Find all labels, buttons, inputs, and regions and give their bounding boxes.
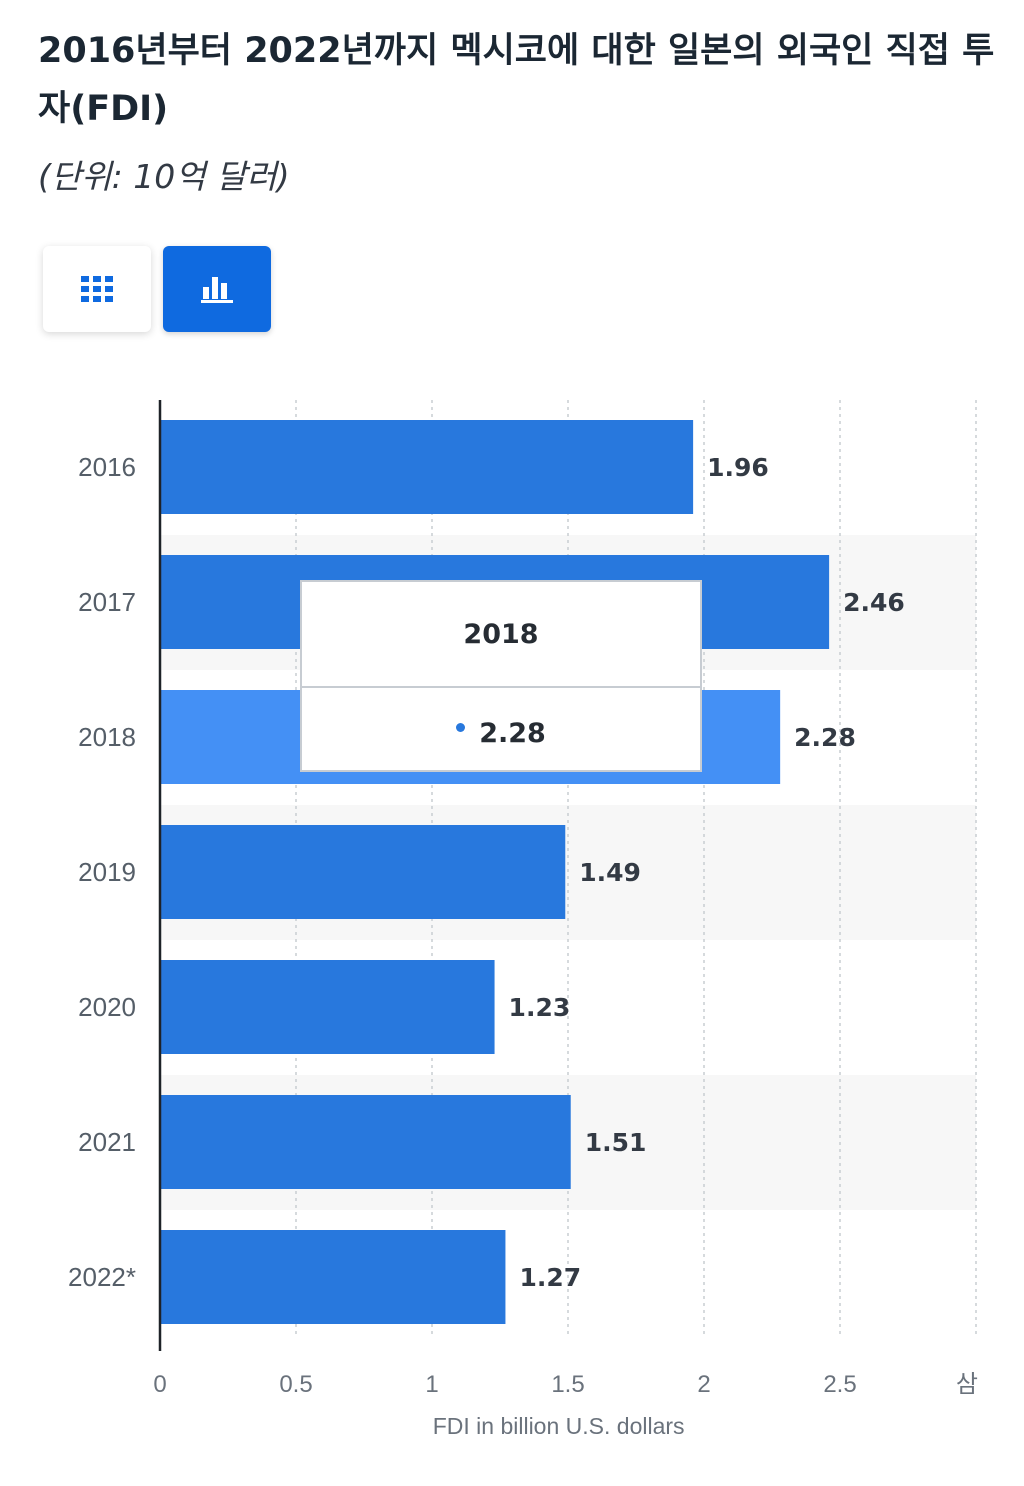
chart-subtitle: (단위: 10억 달러) bbox=[38, 157, 290, 196]
chart-title: 2016년부터 2022년까지 멕시코에 대한 일본의 외국인 직접 투자(FD… bbox=[38, 31, 995, 129]
grid-icon bbox=[81, 276, 113, 302]
bar-2019 bbox=[160, 825, 566, 919]
tooltip-body: 2.28 bbox=[302, 688, 700, 770]
category-label: 2016 bbox=[78, 452, 136, 482]
value-label: 1.96 bbox=[707, 453, 769, 482]
x-tick-label: 2.5 bbox=[823, 1371, 856, 1398]
value-label: 2.46 bbox=[843, 588, 905, 617]
chart-view-button[interactable] bbox=[163, 246, 271, 332]
category-label: 2019 bbox=[78, 857, 136, 887]
x-axis-title: FDI in billion U.S. dollars bbox=[433, 1413, 685, 1439]
value-label: 2.28 bbox=[794, 723, 856, 752]
bar-2021 bbox=[160, 1095, 571, 1189]
x-tick-label: 0 bbox=[153, 1371, 166, 1398]
table-view-button[interactable] bbox=[43, 246, 151, 332]
bar-2020 bbox=[160, 960, 495, 1054]
value-label: 1.27 bbox=[519, 1263, 581, 1292]
category-label: 2020 bbox=[78, 992, 136, 1022]
bar-chart-icon bbox=[201, 277, 233, 303]
tooltip-series-dot bbox=[456, 722, 466, 732]
category-label: 2018 bbox=[78, 722, 136, 752]
bar-2022 bbox=[160, 1230, 506, 1324]
category-label: 2017 bbox=[78, 587, 136, 617]
value-label: 1.51 bbox=[585, 1128, 647, 1157]
bar-chart: 2016 1.96 2017 2.46 2018 2.28 2019 1.49 2020 1.23… bbox=[68, 400, 978, 1439]
x-tick-label: 삼 bbox=[956, 1371, 978, 1398]
category-label: 2021 bbox=[78, 1127, 136, 1157]
tooltip: 2018 2.28 bbox=[300, 580, 702, 772]
x-tick-label: 2 bbox=[697, 1371, 710, 1398]
category-label: 2022* bbox=[68, 1262, 136, 1292]
x-tick-label: 1 bbox=[425, 1371, 438, 1398]
tooltip-value: 2.28 bbox=[479, 717, 546, 749]
tooltip-title: 2018 bbox=[302, 582, 700, 688]
value-label: 1.23 bbox=[509, 993, 571, 1022]
value-label: 1.49 bbox=[579, 858, 641, 887]
bar-2016 bbox=[160, 420, 694, 514]
x-tick-label: 0.5 bbox=[279, 1371, 312, 1398]
x-tick-label: 1.5 bbox=[551, 1371, 584, 1398]
